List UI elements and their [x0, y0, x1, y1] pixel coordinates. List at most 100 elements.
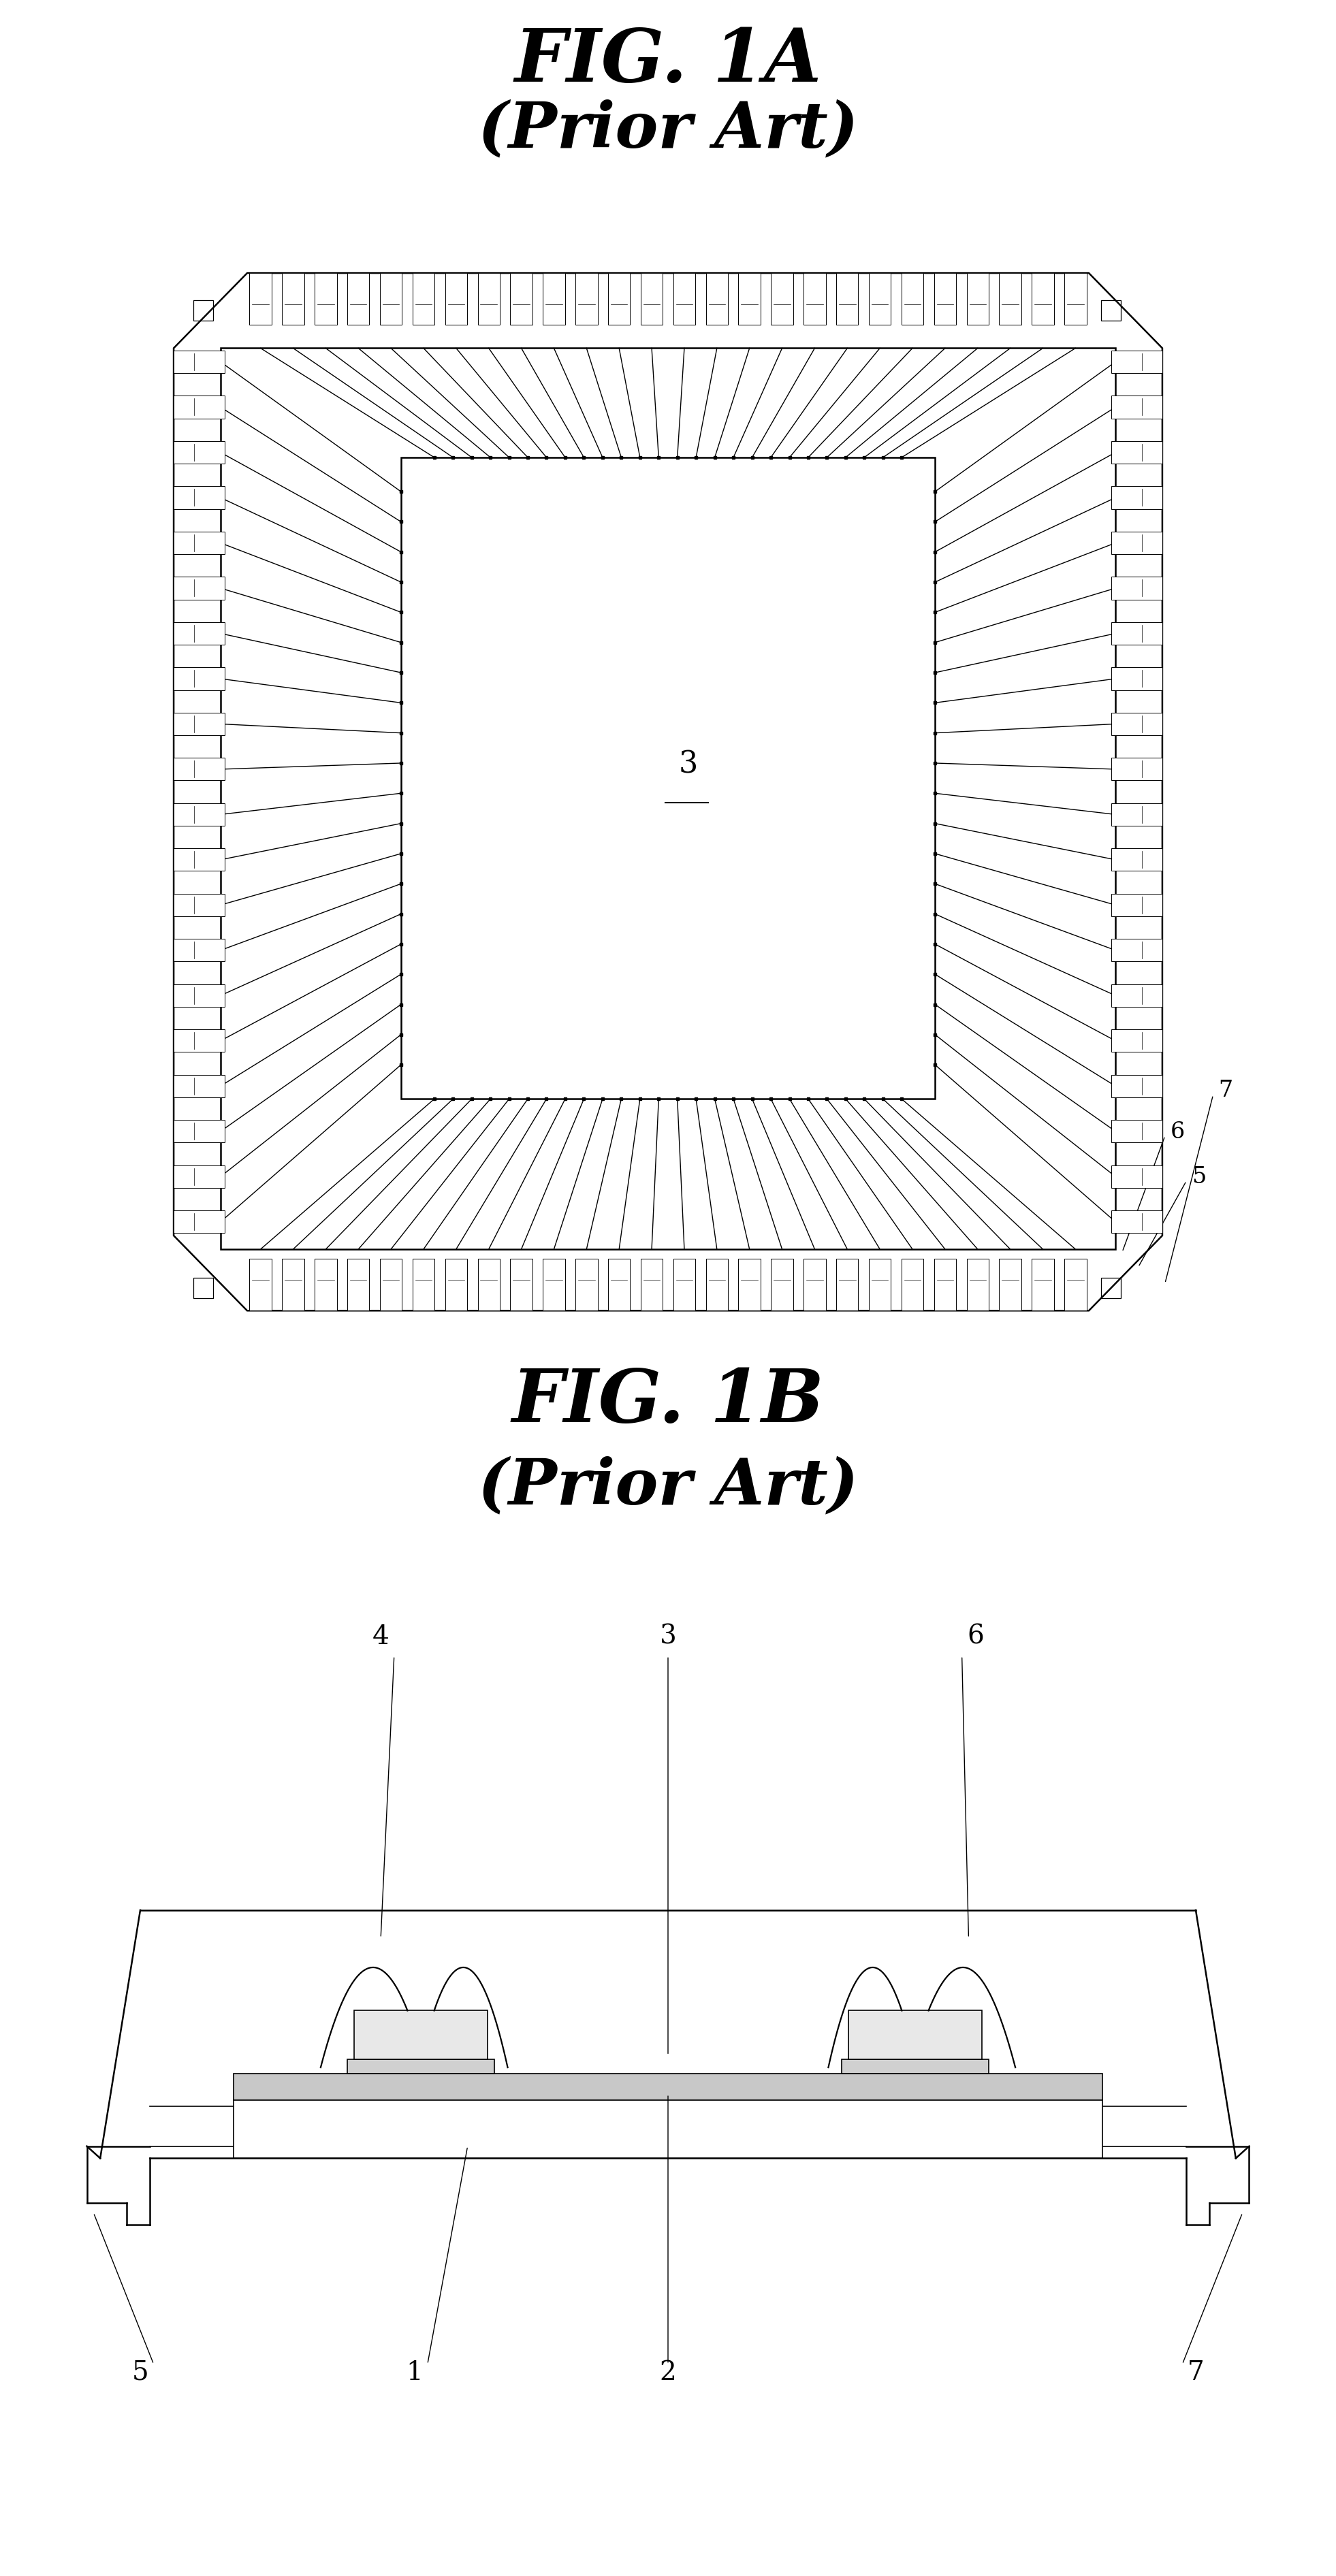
Text: FIG. 1A: FIG. 1A: [514, 26, 822, 98]
Bar: [282, 273, 305, 325]
Bar: [1112, 1211, 1162, 1234]
Bar: [1112, 757, 1162, 781]
Bar: [250, 273, 271, 325]
Bar: [542, 1260, 565, 1311]
Bar: [934, 273, 957, 325]
Bar: [1112, 440, 1162, 464]
Bar: [174, 940, 224, 961]
Bar: [174, 757, 224, 781]
Text: 6: 6: [1170, 1121, 1185, 1144]
Bar: [174, 894, 224, 917]
Bar: [174, 440, 224, 464]
Bar: [174, 350, 224, 374]
Bar: [315, 1260, 337, 1311]
Text: 7: 7: [1218, 1079, 1233, 1103]
Bar: [542, 273, 565, 325]
Bar: [478, 1260, 500, 1311]
Bar: [739, 1260, 760, 1311]
Bar: [347, 273, 369, 325]
Text: 5: 5: [132, 2360, 148, 2385]
Bar: [608, 1260, 631, 1311]
Bar: [842, 2058, 989, 2074]
Bar: [1112, 1121, 1162, 1144]
Bar: [282, 1260, 305, 1311]
Text: 6: 6: [967, 1623, 983, 1649]
Text: 7: 7: [1188, 2360, 1204, 2385]
Bar: [1065, 273, 1086, 325]
Bar: [1031, 273, 1054, 325]
Bar: [902, 1260, 923, 1311]
Bar: [510, 1260, 532, 1311]
Bar: [1112, 1074, 1162, 1097]
Bar: [174, 804, 224, 827]
Bar: [641, 273, 663, 325]
Bar: [1112, 667, 1162, 690]
Bar: [868, 273, 891, 325]
Bar: [967, 1260, 989, 1311]
Bar: [445, 273, 468, 325]
Bar: [1112, 531, 1162, 554]
Bar: [379, 273, 402, 325]
Bar: [705, 273, 728, 325]
Bar: [234, 2074, 1102, 2099]
Bar: [1101, 301, 1121, 322]
Bar: [934, 1260, 957, 1311]
Bar: [1112, 397, 1162, 417]
Bar: [174, 1121, 224, 1144]
Bar: [1112, 1164, 1162, 1188]
Bar: [510, 273, 532, 325]
Bar: [771, 1260, 794, 1311]
Bar: [478, 273, 500, 325]
Bar: [174, 531, 224, 554]
Bar: [174, 667, 224, 690]
Bar: [1101, 1278, 1121, 1298]
Bar: [1112, 804, 1162, 827]
Bar: [174, 1211, 224, 1234]
Bar: [192, 1278, 212, 1298]
Bar: [1112, 1030, 1162, 1051]
Bar: [868, 1260, 891, 1311]
Bar: [174, 1074, 224, 1097]
Bar: [220, 348, 1116, 1249]
Bar: [608, 273, 631, 325]
Bar: [1031, 1260, 1054, 1311]
Bar: [1112, 350, 1162, 374]
Bar: [174, 984, 224, 1007]
Bar: [379, 1260, 402, 1311]
Bar: [174, 487, 224, 510]
Bar: [804, 1260, 826, 1311]
Bar: [1112, 623, 1162, 644]
Bar: [347, 2058, 494, 2074]
Bar: [1112, 577, 1162, 600]
Text: 3: 3: [679, 750, 697, 781]
Bar: [804, 273, 826, 325]
Bar: [174, 577, 224, 600]
Bar: [999, 273, 1021, 325]
Bar: [576, 273, 597, 325]
Bar: [413, 273, 434, 325]
Text: (Prior Art): (Prior Art): [478, 98, 858, 160]
Text: 2: 2: [660, 2360, 676, 2385]
Bar: [771, 273, 794, 325]
Bar: [192, 301, 212, 322]
Bar: [413, 1260, 434, 1311]
Bar: [174, 623, 224, 644]
Bar: [1112, 848, 1162, 871]
Bar: [347, 1260, 369, 1311]
Bar: [848, 2012, 982, 2058]
Bar: [705, 1260, 728, 1311]
Bar: [174, 848, 224, 871]
Bar: [1112, 940, 1162, 961]
Bar: [1065, 1260, 1086, 1311]
Bar: [354, 2012, 488, 2058]
Bar: [1112, 984, 1162, 1007]
Bar: [967, 273, 989, 325]
Text: (Prior Art): (Prior Art): [478, 1455, 858, 1517]
Bar: [250, 1260, 271, 1311]
Text: 3: 3: [660, 1623, 676, 1649]
Text: 1: 1: [406, 2360, 422, 2385]
Text: FIG. 1B: FIG. 1B: [512, 1365, 824, 1437]
Bar: [234, 2099, 1102, 2159]
Bar: [174, 1030, 224, 1051]
Bar: [174, 714, 224, 734]
